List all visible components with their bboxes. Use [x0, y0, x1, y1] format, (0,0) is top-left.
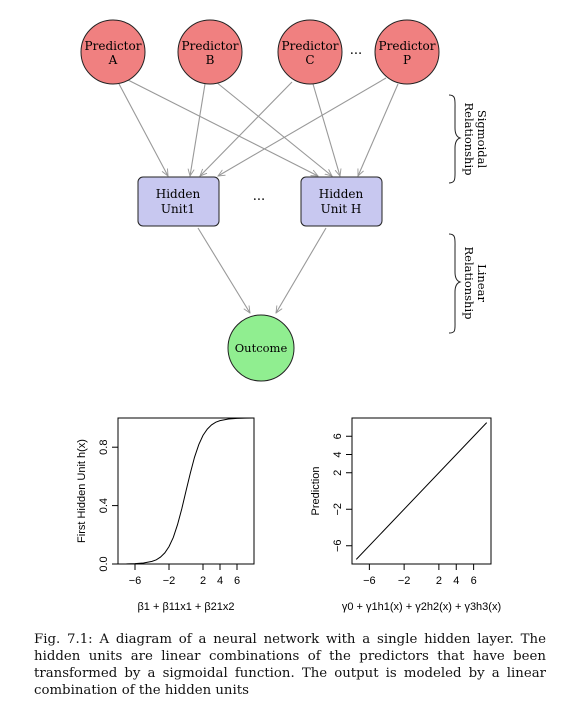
predictor-c-line1: Predictor	[282, 39, 339, 53]
hidden-unit-h-line2: Unit H	[321, 202, 362, 216]
y-tick-label-0-2: 0.8	[98, 440, 110, 455]
linear-brace	[448, 233, 462, 334]
x-tick-label-0-1: −2	[163, 575, 176, 587]
outcome-node: Outcome	[227, 314, 295, 382]
series-line-1-0	[355, 422, 488, 560]
arrow-c-to-unit1	[200, 81, 293, 176]
arrow-c-to-unith	[312, 83, 340, 176]
y-tick-label-1-4: 6	[332, 433, 344, 439]
arrow-p-to-unit1	[218, 77, 387, 176]
hidden-to-outcome-arrows	[197, 227, 327, 313]
x-tick-label-1-1: −2	[398, 575, 411, 587]
x-tick-label-1-2: 2	[436, 575, 442, 587]
sigmoidal-label-line2: Relationship	[462, 103, 476, 176]
sigmoidal-brace	[448, 94, 462, 184]
x-axis-label-0: β1 + β11x1 + β21x2	[137, 601, 234, 613]
hidden-unit-1-line1: Hidden	[156, 187, 201, 201]
y-tick-label-0-1: 0.4	[98, 498, 110, 513]
y-axis-label-0: First Hidden Unit h(x)	[76, 439, 88, 543]
x-tick-label-1-4: 6	[471, 575, 477, 587]
y-axis-label-1: Prediction	[310, 467, 322, 516]
sigmoid-plot: −6 −2 2 4 6 0.0 0.4 0.8 β1 + β11x1 + β21x2 First …	[76, 417, 255, 613]
linear-label-line1: Linear	[475, 264, 489, 302]
predictor-a-line1: Predictor	[85, 39, 142, 53]
arrow-p-to-unith	[358, 83, 399, 176]
predictor-c-node: Predictor C	[277, 19, 343, 85]
hidden-unit-h-line1: Hidden	[319, 187, 364, 201]
hidden-unit-h-node: Hidden Unit H	[300, 176, 383, 227]
sigmoidal-label-line1: Sigmoidal	[475, 110, 489, 169]
linear-label-line2: Relationship	[462, 247, 476, 320]
predictor-b-node: Predictor B	[177, 19, 243, 85]
predictor-c-line2: C	[305, 53, 314, 67]
series-line-0-0	[117, 417, 255, 565]
x-tick-label-0-3: 4	[217, 575, 223, 587]
x-axis-label-1: γ0 + γ1h1(x) + γ2h2(x) + γ3h3(x)	[342, 601, 501, 613]
arrow-a-to-unith	[123, 77, 318, 176]
y-tick-label-1-2: 2	[332, 470, 344, 476]
arrow-a-to-unit1	[117, 81, 168, 176]
outcome-label: Outcome	[235, 341, 288, 355]
y-tick-label-0-0: 0.0	[98, 556, 110, 571]
x-tick-label-0-0: −6	[129, 575, 142, 587]
x-tick-label-0-2: 2	[200, 575, 206, 587]
y-tick-label-1-3: 4	[332, 451, 344, 457]
x-tick-label-0-4: 6	[234, 575, 240, 587]
predictor-a-node: Predictor A	[80, 19, 146, 85]
hidden-unit-1-node: Hidden Unit1	[137, 176, 220, 227]
x-tick-label-1-3: 4	[453, 575, 459, 587]
predictor-b-line2: B	[206, 53, 215, 67]
predictor-p-line1: Predictor	[379, 39, 436, 53]
hidden-unit-1-line2: Unit1	[161, 202, 195, 216]
y-tick-label-1-1: −2	[332, 503, 344, 516]
figure-caption: Fig. 7.1: A diagram of a neural network …	[34, 632, 546, 698]
arrow-unith-to-outcome	[276, 227, 327, 313]
predictor-a-line2: A	[108, 53, 118, 67]
neural-network-diagram: Predictor A Predictor B Predictor C ... …	[80, 19, 489, 382]
predictor-p-line2: P	[403, 53, 411, 67]
predictor-ellipsis: ...	[350, 43, 362, 58]
y-tick-label-1-0: −6	[332, 539, 344, 552]
arrow-b-to-unith	[215, 81, 332, 176]
plot-frame-0	[117, 417, 255, 565]
predictor-b-line1: Predictor	[182, 39, 239, 53]
arrow-unit1-to-outcome	[197, 227, 250, 313]
arrow-b-to-unit1	[190, 83, 206, 176]
plot-frame-1	[351, 417, 492, 565]
predictor-to-hidden-arrows	[117, 77, 399, 176]
x-tick-label-1-0: −6	[363, 575, 376, 587]
hidden-ellipsis: ...	[253, 189, 265, 204]
plots-panel: −6 −2 2 4 60.00.40.8β1 + β11x1 + β21x2First …	[76, 417, 501, 613]
predictor-p-node: Predictor P	[374, 19, 440, 85]
